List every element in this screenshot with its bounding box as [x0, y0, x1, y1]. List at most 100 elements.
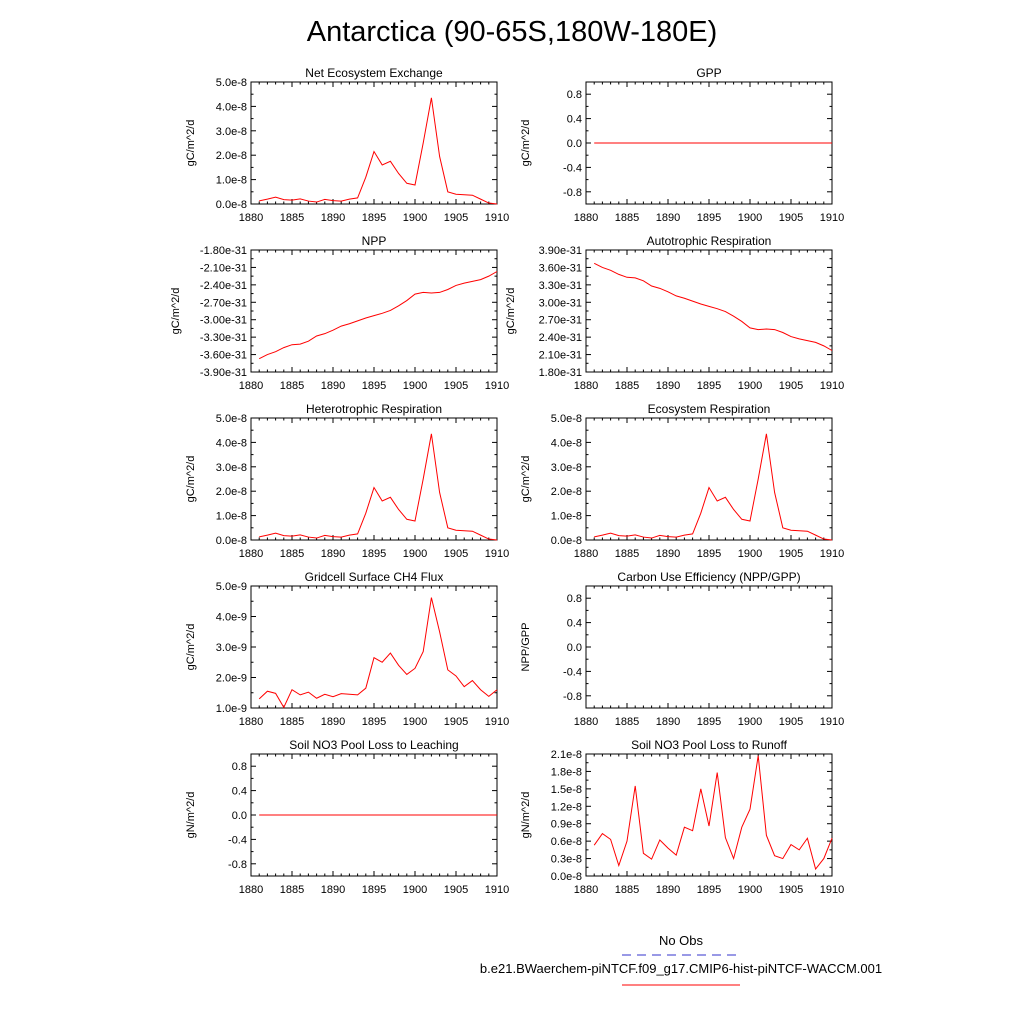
x-tick-label: 1910 [820, 380, 844, 392]
x-tick-label: 1910 [820, 884, 844, 896]
x-tick-label: 1890 [656, 884, 680, 896]
y-tick-label: 2.10e-31 [539, 350, 582, 362]
plot-frame [585, 417, 833, 541]
y-tick-label: 0.0e-8 [216, 535, 247, 547]
x-tick-label: 1890 [321, 716, 345, 728]
x-tick-label: 1890 [656, 380, 680, 392]
x-tick-label: 1890 [321, 212, 345, 224]
x-tick-label: 1900 [403, 884, 427, 896]
plot-frame [585, 249, 833, 373]
x-tick-label: 1895 [362, 212, 386, 224]
x-tick-label: 1905 [444, 548, 468, 560]
y-tick-label: -0.8 [228, 859, 247, 871]
y-tick-label: 0.0e-8 [216, 199, 247, 211]
y-axis-label: gC/m^2/d [520, 456, 532, 503]
y-tick-label: 1.8e-8 [551, 766, 582, 778]
x-tick-label: 1905 [444, 884, 468, 896]
x-tick-label: 1885 [280, 380, 304, 392]
y-tick-label: 2.0e-8 [216, 486, 247, 498]
x-tick-label: 1910 [485, 716, 509, 728]
x-tick-label: 1910 [820, 716, 844, 728]
plot-frame [250, 417, 498, 541]
y-tick-label: 3.0e-9 [216, 642, 247, 654]
panel-title: Soil NO3 Pool Loss to Runoff [631, 738, 788, 752]
y-axis-label: gC/m^2/d [185, 624, 197, 671]
plot-frame [250, 81, 498, 205]
plot-frame [585, 753, 833, 877]
x-tick-label: 1885 [615, 380, 639, 392]
x-tick-label: 1895 [362, 380, 386, 392]
page-title: Antarctica (90-65S,180W-180E) [307, 16, 718, 48]
x-tick-label: 1890 [321, 548, 345, 560]
x-tick-label: 1880 [574, 884, 598, 896]
panel-title: Ecosystem Respiration [648, 402, 771, 416]
x-tick-label: 1890 [321, 380, 345, 392]
y-tick-label: 1.0e-8 [551, 511, 582, 523]
panels: Net Ecosystem Exchange 1880 1885 1890 1895 19… [170, 66, 844, 896]
y-tick-label: -3.90e-31 [200, 367, 247, 379]
x-tick-label: 1880 [574, 212, 598, 224]
y-tick-label: 2.1e-8 [551, 749, 582, 761]
panel-10: Soil NO3 Pool Loss to Runoff 1880 1885 1890… [520, 738, 844, 896]
y-tick-label: 0.8 [567, 593, 582, 605]
y-tick-label: 3.0e-8 [216, 462, 247, 474]
panel-7: Gridcell Surface CH4 Flux 1880 1885 1890 189… [185, 570, 509, 728]
x-tick-label: 1905 [779, 380, 803, 392]
y-tick-label: 3.30e-31 [539, 280, 582, 292]
y-axis-label: NPP/GPP [520, 623, 532, 672]
y-tick-label: 0.0e-8 [551, 535, 582, 547]
x-tick-label: 1905 [444, 380, 468, 392]
x-tick-label: 1880 [574, 716, 598, 728]
y-tick-label: 0.3e-8 [551, 854, 582, 866]
y-tick-label: 4.0e-8 [216, 101, 247, 113]
series-line [593, 262, 833, 351]
panel-title: Carbon Use Efficiency (NPP/GPP) [617, 570, 800, 584]
x-tick-label: 1905 [779, 548, 803, 560]
y-tick-label: -0.4 [563, 162, 582, 174]
x-tick-label: 1900 [403, 380, 427, 392]
panel-title: Gridcell Surface CH4 Flux [305, 570, 444, 584]
x-tick-label: 1905 [444, 212, 468, 224]
y-tick-label: 0.6e-8 [551, 836, 582, 848]
x-tick-label: 1910 [820, 212, 844, 224]
y-axis-label: gN/m^2/d [520, 792, 532, 839]
x-tick-label: 1900 [738, 548, 762, 560]
y-tick-label: -0.4 [563, 666, 582, 678]
panel-9: Soil NO3 Pool Loss to Leaching 1880 1885 18… [185, 738, 509, 896]
y-axis-label: gC/m^2/d [520, 120, 532, 167]
y-tick-label: 0.4 [567, 618, 582, 630]
x-tick-label: 1890 [321, 884, 345, 896]
y-tick-label: -3.00e-31 [200, 315, 247, 327]
x-tick-label: 1910 [485, 212, 509, 224]
x-tick-label: 1885 [280, 716, 304, 728]
y-tick-label: 0.0 [567, 138, 582, 150]
y-tick-label: 0.4 [567, 114, 582, 126]
y-tick-label: -0.8 [563, 691, 582, 703]
y-tick-label: 1.80e-31 [539, 367, 582, 379]
y-tick-label: -3.30e-31 [200, 332, 247, 344]
y-tick-label: 0.8 [567, 89, 582, 101]
panel-4: Autotrophic Respiration 1880 1885 1890 1895 1… [505, 234, 844, 392]
x-tick-label: 1880 [239, 212, 263, 224]
plot-frame [250, 585, 498, 709]
y-tick-label: 3.0e-8 [551, 462, 582, 474]
x-tick-label: 1885 [615, 212, 639, 224]
series-line [258, 597, 498, 709]
series-line [593, 755, 833, 871]
panel-title: Soil NO3 Pool Loss to Leaching [289, 738, 458, 752]
series-line [258, 271, 498, 360]
y-tick-label: -2.10e-31 [200, 262, 247, 274]
x-tick-label: 1910 [820, 548, 844, 560]
x-tick-label: 1880 [239, 884, 263, 896]
x-tick-label: 1905 [779, 884, 803, 896]
y-tick-label: 3.00e-31 [539, 297, 582, 309]
y-tick-label: -2.40e-31 [200, 280, 247, 292]
y-axis-label: gN/m^2/d [185, 792, 197, 839]
panel-title: GPP [696, 66, 721, 80]
y-tick-label: 3.0e-8 [216, 126, 247, 138]
x-tick-label: 1900 [738, 380, 762, 392]
x-tick-label: 1895 [697, 380, 721, 392]
panel-title: Net Ecosystem Exchange [305, 66, 443, 80]
y-tick-label: 1.0e-8 [216, 175, 247, 187]
